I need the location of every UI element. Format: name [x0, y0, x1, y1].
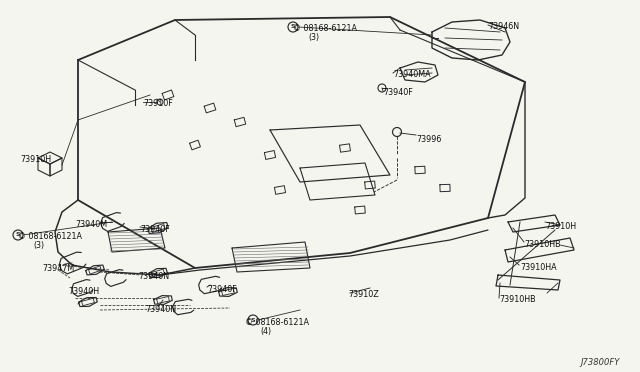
Text: 73947M: 73947M [42, 264, 74, 273]
Circle shape [288, 22, 298, 32]
Text: S: S [251, 317, 255, 323]
Text: 73910Z: 73910Z [348, 290, 379, 299]
Circle shape [248, 315, 258, 325]
Circle shape [378, 84, 386, 92]
Circle shape [13, 230, 23, 240]
Text: 73910H: 73910H [20, 155, 51, 164]
Text: 73940M: 73940M [75, 220, 107, 229]
Text: S: S [291, 25, 295, 29]
Text: 73940N: 73940N [138, 272, 169, 281]
Text: 73946N: 73946N [488, 22, 519, 31]
Text: 73910F: 73910F [143, 99, 173, 108]
Text: 73996: 73996 [416, 135, 442, 144]
Text: © 08168-6121A: © 08168-6121A [18, 232, 82, 241]
Circle shape [392, 128, 401, 137]
Text: 73910HB: 73910HB [524, 240, 561, 249]
Text: 73940F: 73940F [140, 225, 170, 234]
Text: 73910HA: 73910HA [520, 263, 557, 272]
Text: S: S [16, 232, 20, 237]
Text: 73940N: 73940N [145, 305, 176, 314]
Text: J73800FY: J73800FY [580, 358, 620, 367]
Text: © 08168-6121A: © 08168-6121A [245, 318, 309, 327]
Text: (3): (3) [33, 241, 44, 250]
Text: 73940H: 73940H [68, 287, 99, 296]
Circle shape [157, 99, 163, 105]
Text: 73940MA: 73940MA [393, 70, 431, 79]
Text: © 08168-6121A: © 08168-6121A [293, 24, 357, 33]
Text: 73940F: 73940F [207, 285, 237, 294]
Text: 73910H: 73910H [545, 222, 576, 231]
Text: (4): (4) [260, 327, 271, 336]
Text: 73940F: 73940F [383, 88, 413, 97]
Text: 73910HB: 73910HB [499, 295, 536, 304]
Text: (3): (3) [308, 33, 319, 42]
